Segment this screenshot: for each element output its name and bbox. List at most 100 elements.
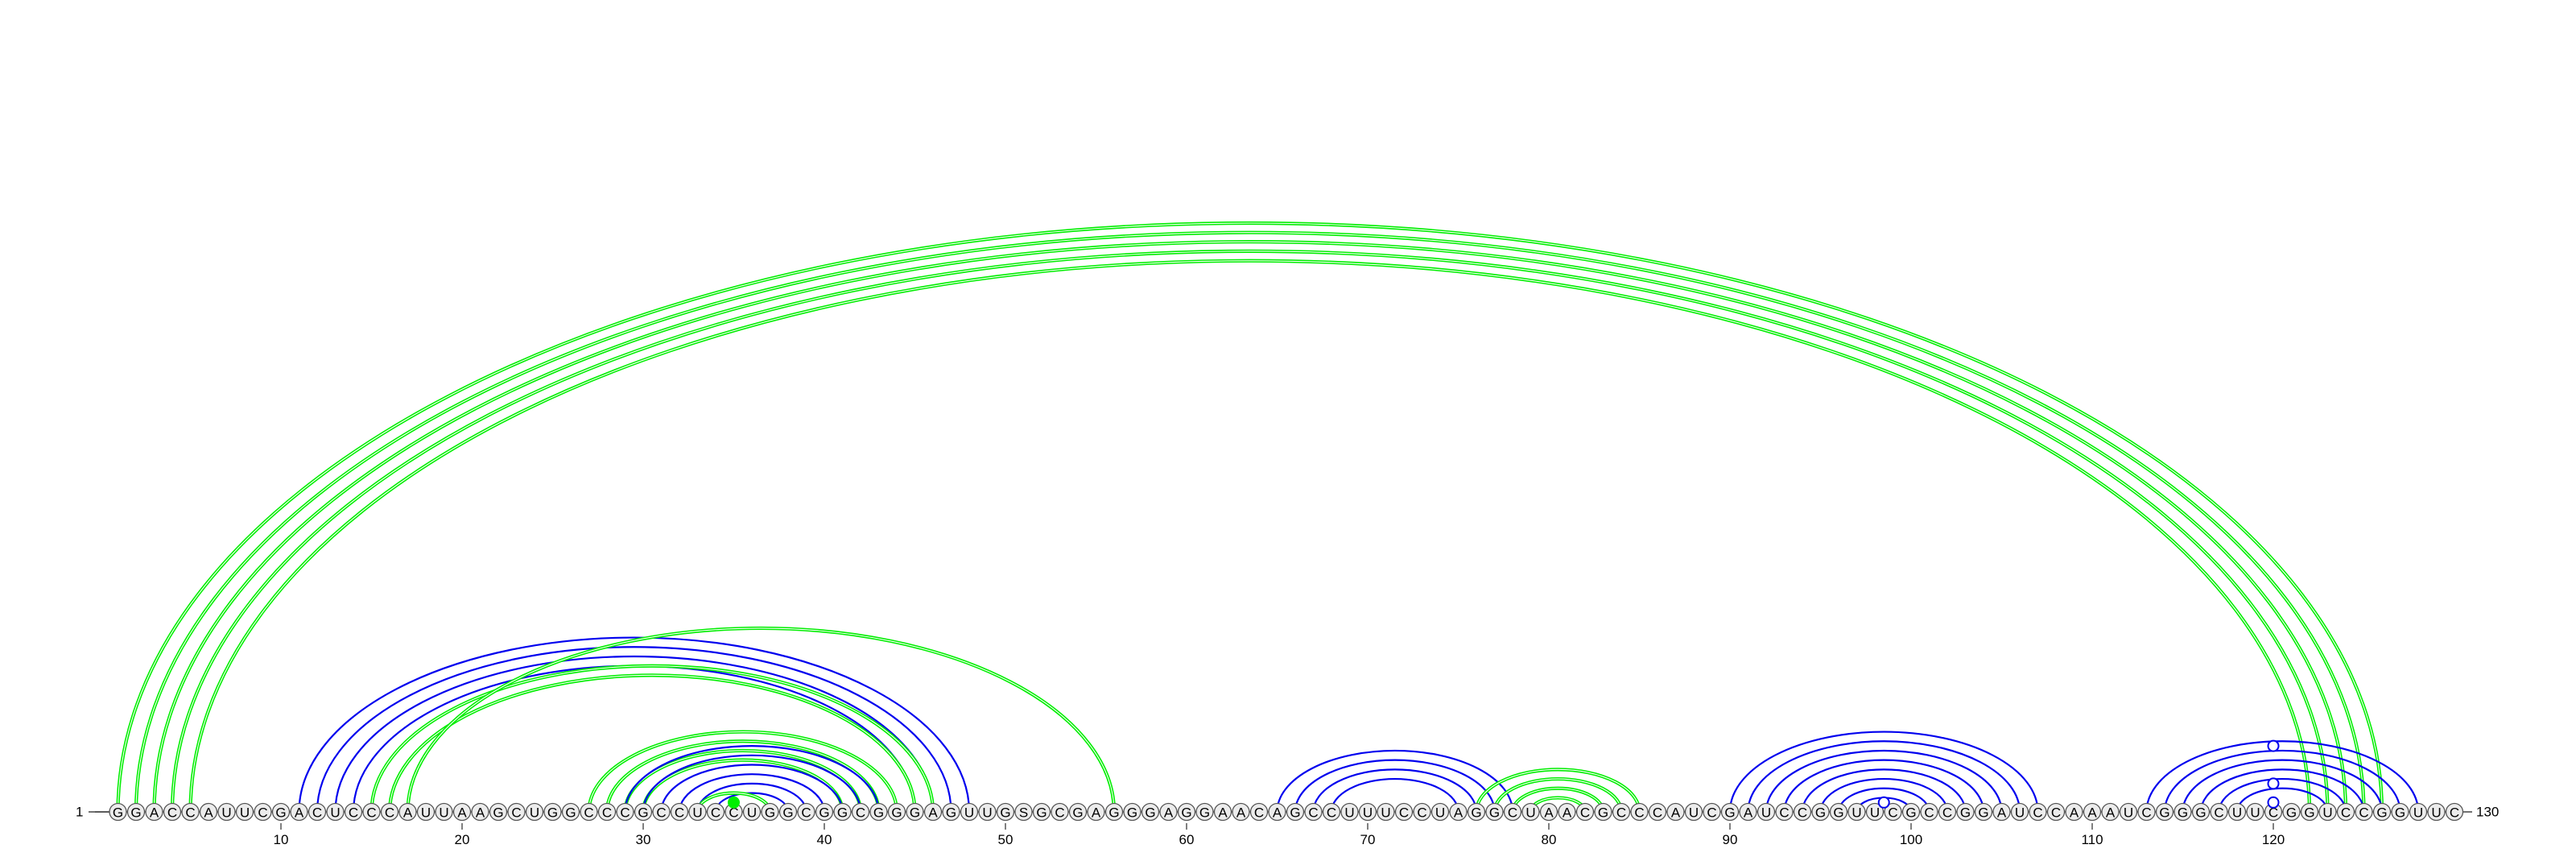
reference-pair-arc-114-127 xyxy=(2163,749,2401,813)
nucleotide-letter: A xyxy=(457,805,467,821)
nucleotide-circle xyxy=(435,802,453,822)
nucleotide-circle xyxy=(1920,802,1938,822)
nucleotide-letter: C xyxy=(1308,805,1318,821)
nucleotide-letter: G xyxy=(638,805,648,821)
nucleotide-circle xyxy=(1177,802,1196,822)
nucleotide: C xyxy=(181,802,200,822)
nucleotide-circle xyxy=(1684,802,1703,822)
reference-pair-arc-94-103 xyxy=(1801,768,1967,813)
nucleotide-letter: U xyxy=(1381,805,1390,821)
nucleotide-circle xyxy=(1757,802,1776,822)
nucleotide-circle xyxy=(2427,802,2446,822)
nucleotide-letter: C xyxy=(801,805,811,821)
nucleotide: G xyxy=(1720,802,1740,822)
nucleotide: U xyxy=(435,802,453,822)
nucleotide-letter: C xyxy=(1580,805,1590,821)
reference-pair-arc-116-125 xyxy=(2199,768,2365,813)
nucleotide-circle xyxy=(616,802,634,822)
nucleotide-circle xyxy=(815,802,834,822)
reference-pair-arc-92-105 xyxy=(1765,749,2003,813)
nucleotide: C xyxy=(2137,802,2156,822)
pair-marker xyxy=(2267,777,2280,790)
nucleotide-letter: C xyxy=(258,805,267,821)
nucleotide-letter: C xyxy=(1798,805,1807,821)
reference-pair-arc-66-77 xyxy=(1294,759,1496,813)
nucleotide-circle xyxy=(362,802,381,822)
reference-pair-arc-32-40 xyxy=(678,773,826,813)
nucleotide-letter: C xyxy=(185,805,195,821)
nucleotide: G xyxy=(996,802,1015,822)
nucleotide-circle xyxy=(1956,802,1975,822)
nucleotide: U xyxy=(416,802,436,822)
nucleotide-letter: C xyxy=(1055,805,1064,821)
predicted-pair-arc-core-2-125 xyxy=(135,231,2365,813)
nucleotide-letter: G xyxy=(946,805,956,821)
nucleotide-letter: G xyxy=(837,805,848,821)
nucleotide: G xyxy=(1195,802,1214,822)
nucleotide-circle xyxy=(851,802,870,822)
nucleotide: G xyxy=(1141,802,1160,822)
nucleotide-circle xyxy=(1051,802,1069,822)
nucleotide-letter: C xyxy=(1417,805,1426,821)
predicted-pair-arc-core-30-41 xyxy=(642,760,844,813)
nucleotide-circle xyxy=(507,802,526,822)
nucleotide: A xyxy=(1666,802,1685,822)
nucleotide: G xyxy=(489,802,508,822)
nucleotide-letter: G xyxy=(1978,805,1988,821)
nucleotide: U xyxy=(1684,802,1703,822)
tick-label: 20 xyxy=(455,832,470,847)
nucleotide-circle xyxy=(561,802,580,822)
pair-marker xyxy=(1877,796,1890,809)
nucleotide: A xyxy=(1159,802,1178,822)
nucleotide: C xyxy=(344,802,363,822)
nucleotide-circle xyxy=(2355,802,2373,822)
predicted-pair-arc-core-16-45 xyxy=(389,674,916,813)
nucleotide: G xyxy=(126,802,146,822)
nucleotide-letter: U xyxy=(2322,805,2332,821)
nucleotide-letter: G xyxy=(1815,805,1826,821)
nucleotide: C xyxy=(706,802,725,822)
nucleotide: G xyxy=(2191,802,2211,822)
nucleotide-circle xyxy=(163,802,182,822)
nucleotide: A xyxy=(199,802,218,822)
nucleotide-circle xyxy=(1539,802,1558,822)
nucleotide-letter: A xyxy=(2106,805,2116,821)
nucleotide-letter: G xyxy=(1145,805,1155,821)
nucleotide: C xyxy=(1612,802,1631,822)
nucleotide-circle xyxy=(2046,802,2066,822)
nucleotide-letter: U xyxy=(240,805,250,821)
nucleotide-circle xyxy=(1014,802,1033,822)
nucleotide-circle xyxy=(996,802,1015,822)
nucleotide-circle xyxy=(1467,802,1486,822)
nucleotide-letter: S xyxy=(1019,805,1028,821)
reference-pair-arc-91-106 xyxy=(1747,740,2021,813)
nucleotide-circle xyxy=(1666,802,1685,822)
nucleotide-circle xyxy=(1485,802,1504,822)
nucleotide-letter: C xyxy=(602,805,612,821)
nucleotide: C xyxy=(1575,802,1595,822)
nucleotide-circle xyxy=(869,802,888,822)
nucleotide-letter: G xyxy=(1724,805,1735,821)
nucleotide-letter: G xyxy=(765,805,775,821)
nucleotide-letter: A xyxy=(295,805,304,821)
nucleotide-circle xyxy=(2065,802,2083,822)
nucleotide-letter: G xyxy=(873,805,884,821)
predicted-pair-arc-2-125 xyxy=(134,230,2366,813)
nucleotide-circle xyxy=(471,802,489,822)
predicted-pair-arc-1-126 xyxy=(116,221,2384,813)
nucleotide: C xyxy=(1394,802,1414,822)
tick-label: 90 xyxy=(1723,832,1738,847)
nucleotide: C xyxy=(1304,802,1323,822)
predicted-pair-arc-core-15-46 xyxy=(370,665,934,813)
nucleotide-circle xyxy=(1703,802,1721,822)
nucleotide-circle xyxy=(1123,802,1141,822)
nucleotide-circle xyxy=(833,802,852,822)
tick-label: 80 xyxy=(1542,832,1557,847)
predicted-pair-arc-4-123 xyxy=(170,249,2330,813)
nucleotide: G xyxy=(2372,802,2392,822)
nucleotide: G xyxy=(2391,802,2409,822)
nucleotide-letter: A xyxy=(1218,805,1228,821)
nucleotide-letter: A xyxy=(1544,805,1554,821)
nucleotide-circle xyxy=(1558,802,1576,822)
nucleotide: C xyxy=(851,802,870,822)
